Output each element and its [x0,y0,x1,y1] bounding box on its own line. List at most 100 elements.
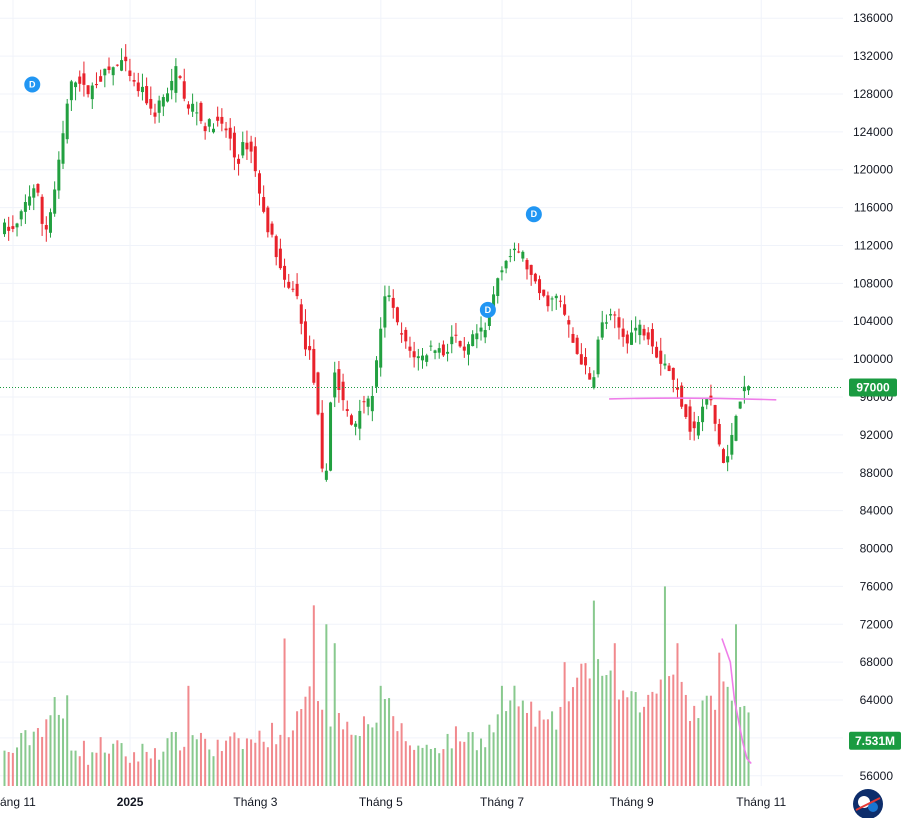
volume-bar [287,737,290,786]
drawn-horizontal-line [609,397,777,401]
candle-body [600,322,604,338]
candle-body [429,345,433,347]
volume-bar [133,752,136,786]
volume-bar [551,711,554,786]
volume-bar [32,731,35,786]
candle-body [613,314,617,316]
candle-body [375,360,379,387]
volume-bar [534,726,537,786]
candle-body [161,97,165,107]
candle-body [604,322,608,324]
candle-body [149,99,153,109]
candle-body [157,100,161,113]
volume-bar [112,743,115,786]
volume-bar [513,685,516,786]
volume-bar [597,659,600,786]
candle-body [508,256,512,258]
volume-bar [747,712,750,786]
volume-bar [82,740,85,786]
dividend-marker-label: D [531,209,538,219]
candle-body [249,141,253,152]
candle-body [182,81,186,99]
volume-bar [705,695,708,786]
candle-body [517,251,521,253]
candle-body [425,355,429,362]
price-tick-label: 64000 [860,693,894,707]
candle-body [28,196,32,206]
candle-body [74,82,78,88]
volume-bar [400,723,403,786]
volume-bar [49,715,52,786]
candle-body [475,333,479,340]
volume-bar [187,685,190,786]
volume-bar [701,700,704,786]
candle-body [538,279,542,294]
candle-body [667,365,671,372]
candle-body [7,226,11,231]
volume-bar [584,663,587,786]
candle-body [730,434,734,455]
candle-body [421,355,424,361]
candle-body [416,356,420,359]
time-tick-label: Tháng 9 [610,795,654,809]
candle-body [621,328,625,337]
volume-bar [103,752,106,786]
candle-body [287,281,291,288]
candle-body [312,348,316,383]
volume-bar [630,691,633,786]
candle-body [257,173,261,194]
time-tick-label: Tháng 5 [359,795,403,809]
volume-bar [333,643,336,786]
candle-body [48,212,52,233]
dividend-marker-label: D [29,79,36,89]
dividend-marker-icon[interactable]: D [24,76,41,93]
candle-body [717,424,721,445]
volume-bar [563,662,566,786]
volume-bar [442,749,445,786]
candle-body [395,307,399,323]
candlesticks [3,44,751,482]
volume-bar [20,732,23,786]
volume-bar [634,692,637,786]
volume-bar [36,728,39,786]
volume-bar [680,681,683,786]
candle-body [274,236,278,258]
candle-body [483,330,487,338]
candle-body [454,334,458,336]
candle-body [270,223,274,235]
volume-bar [199,732,202,786]
candle-body [303,321,307,350]
candle-body [592,377,596,388]
volume-bars [3,586,750,786]
volume-bar [521,700,524,786]
candle-body [734,415,738,441]
volume-bar [183,746,186,786]
volume-bar [609,670,612,786]
price-tick-label: 76000 [860,579,894,593]
volume-bar [304,696,307,786]
candle-body [391,297,395,308]
candle-body [15,223,19,228]
candle-body [283,265,287,280]
volume-bar [137,761,140,786]
volume-bar [350,734,353,786]
volume-bar [454,726,457,786]
volume-bar [383,699,386,786]
app-logo-icon[interactable] [853,789,883,818]
candle-body [228,127,232,139]
volume-bar [505,711,508,786]
candle-body [433,350,437,353]
volume-bar [651,691,654,786]
volume-bar [488,724,491,786]
axes: 5600060000640006800072000760008000084000… [0,11,901,809]
candle-body [383,296,387,328]
volume-bar [329,726,332,786]
dividend-marker-icon[interactable]: D [525,206,542,223]
dividend-marker-icon[interactable]: D [479,301,496,318]
candle-body [479,327,483,332]
candle-body [655,346,659,358]
price-tick-label: 80000 [860,542,894,556]
candle-body [747,386,751,391]
